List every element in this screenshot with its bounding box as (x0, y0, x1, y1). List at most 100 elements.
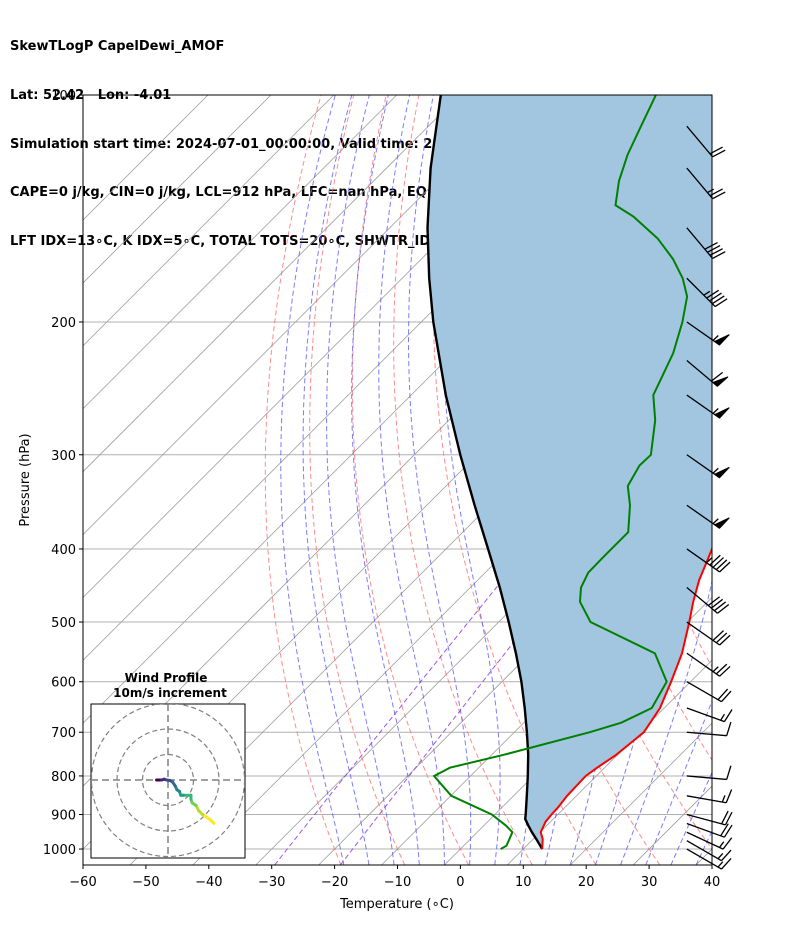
y-tick-label: 600 (51, 676, 76, 691)
isotherm-line (83, 95, 398, 410)
wind-barb-full (714, 601, 727, 612)
wind-barb (686, 394, 730, 419)
y-tick-label: 500 (51, 616, 76, 631)
wind-barb-full (714, 298, 728, 308)
wind-barb-full (720, 690, 732, 703)
dry-adiabat-line (777, 95, 794, 865)
dry-adiabat-line (264, 95, 342, 865)
hodograph: Wind Profile 10m/s increment (90, 671, 246, 859)
isotherm-line (381, 533, 712, 865)
y-tick-label: 400 (51, 543, 76, 558)
wind-barb (686, 789, 733, 804)
wind-barb-staff (686, 848, 722, 870)
x-tick-label: −30 (258, 875, 285, 890)
wind-barb-staff (686, 840, 722, 862)
dry-adiabat-line (351, 95, 469, 865)
moist-adiabat-line (378, 95, 445, 865)
wind-barb (686, 321, 730, 346)
x-tick-label: −50 (132, 875, 159, 890)
y-tick-label: 1000 (43, 843, 76, 858)
wind-barb-full (704, 241, 718, 250)
wind-barb-full (719, 634, 731, 646)
wind-barb-staff (686, 775, 727, 781)
moist-adiabat-line (351, 95, 420, 865)
title-station: SkewTLogP CapelDewi_AMOF (10, 39, 225, 55)
wind-barb-half (712, 467, 719, 474)
wind-barb-full (720, 857, 732, 870)
wind-barb-full (722, 837, 733, 850)
hodograph-ring (91, 704, 245, 858)
wind-barb-half (712, 334, 719, 341)
wind-barb (686, 621, 731, 646)
dry-adiabat-line (711, 95, 712, 102)
moist-adiabat-line (620, 95, 712, 865)
wind-barb-full (709, 554, 721, 566)
y-tick-label: 900 (51, 809, 76, 824)
wind-barb-full (717, 688, 729, 701)
temperature-line (539, 546, 712, 850)
wind-barb-half (712, 518, 719, 525)
wind-barb-staff (686, 548, 720, 573)
wind-barb (686, 652, 731, 677)
wind-barb-half (706, 557, 713, 564)
wind-barb-flag (713, 407, 730, 419)
title-latlon: Lat: 52.42 Lon: -4.01 (10, 88, 172, 104)
isotherm-line (83, 95, 272, 284)
wind-barb-full (712, 557, 724, 568)
wind-barb-staff (686, 125, 714, 158)
x-tick-label: 0 (456, 875, 464, 890)
wind-barb-full (712, 251, 726, 259)
x-tick-label: −40 (195, 875, 222, 890)
wind-barb-full (720, 823, 729, 837)
y-axis-ticks: 1000 900 800 700 600 500 400 300 200 100 (43, 89, 83, 858)
wind-barb (686, 831, 733, 850)
wind-barb-full (720, 849, 732, 862)
x-tick-label: 10 (515, 875, 532, 890)
wind-barb-full (715, 663, 728, 675)
y-tick-label: 300 (51, 449, 76, 464)
wind-barb-flag (711, 376, 729, 387)
cape-shading (427, 95, 712, 849)
wind-barb (686, 810, 733, 826)
wind-barb-half (717, 861, 724, 868)
x-tick-label: −60 (69, 875, 96, 890)
wind-barb (686, 454, 730, 479)
wind-barb (686, 848, 732, 870)
mixing-ratio-line (274, 322, 712, 865)
moist-adiabat-line (326, 95, 395, 865)
x-tick-label: −10 (384, 875, 411, 890)
wind-barb (686, 721, 732, 737)
moist-adiabat-line (408, 95, 472, 865)
wind-barb-staff (686, 504, 720, 529)
wind-barb (686, 167, 726, 200)
wind-barb-full (717, 603, 730, 614)
wind-barb-staff (686, 454, 720, 479)
dry-adiabat-line (745, 95, 794, 865)
wind-barb-full (712, 191, 726, 200)
wind-barb-staff (686, 227, 714, 259)
wind-barb-half (707, 188, 715, 194)
hodograph-subtitle: 10m/s increment (113, 686, 227, 700)
x-tick-label: 30 (641, 875, 658, 890)
y-tick-label: 200 (51, 316, 76, 331)
wind-barb-staff (686, 681, 722, 703)
wind-barb-full (711, 295, 725, 305)
wind-barb-half (721, 795, 726, 803)
wind-barb-full (726, 765, 732, 780)
dry-adiabat-line (393, 95, 533, 865)
wind-barb-staff (686, 831, 724, 850)
wind-barb-staff (686, 652, 720, 677)
isotherm-line (83, 95, 335, 347)
wind-barb-staff (686, 813, 726, 826)
wind-barb-full (723, 709, 733, 722)
wind-barb-staff (686, 731, 727, 737)
wind-barb-full (724, 811, 733, 826)
dry-adiabat-line (309, 95, 406, 865)
wind-barb-staff (686, 707, 725, 723)
wind-barb-full (707, 245, 721, 253)
y-axis-label: Pressure (hPa) (18, 433, 33, 526)
wind-barb-full (710, 371, 724, 382)
cape-shade-area (427, 95, 712, 849)
wind-barb-staff (686, 621, 720, 646)
